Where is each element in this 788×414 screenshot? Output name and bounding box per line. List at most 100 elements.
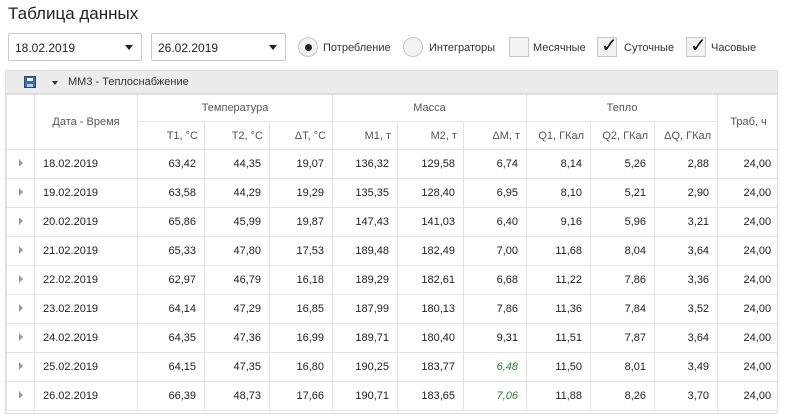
dropdown-arrow-icon[interactable] xyxy=(52,81,58,85)
integrators-label[interactable]: Интеграторы xyxy=(429,42,496,54)
value-cell: 2,88 xyxy=(654,149,719,179)
value-cell: 65,86 xyxy=(137,207,205,237)
consumption-radio[interactable] xyxy=(298,37,318,57)
value-cell: 66,39 xyxy=(137,381,205,411)
date-to-value: 26.02.2019 xyxy=(158,41,219,55)
date-cell: 26.02.2019 xyxy=(34,381,138,411)
value-cell: 141,03 xyxy=(397,207,465,237)
row-expander[interactable] xyxy=(6,265,35,295)
row-expander[interactable] xyxy=(6,207,35,237)
date-cell: 19.02.2019 xyxy=(34,178,138,208)
consumption-label[interactable]: Потребление xyxy=(323,42,391,54)
row-expander[interactable] xyxy=(6,178,35,208)
date-to-select[interactable]: 26.02.2019 xyxy=(151,33,286,61)
value-cell: 47,80 xyxy=(204,236,270,266)
value-cell: 11,22 xyxy=(526,265,592,295)
value-cell: 3,64 xyxy=(654,236,719,266)
integrators-radio[interactable] xyxy=(403,37,423,57)
value-cell: 24,00 xyxy=(717,352,777,382)
monthly-label[interactable]: Месячные xyxy=(533,42,586,54)
value-cell: 17,53 xyxy=(268,236,334,266)
value-cell: 24,00 xyxy=(717,323,777,353)
row-expander[interactable] xyxy=(6,149,35,179)
table-row[interactable]: 20.02.2019 65,86 45,99 19,87 147,43 141,03 6,4… xyxy=(6,207,777,237)
date-time-header[interactable]: Дата - Время xyxy=(34,94,138,150)
value-cell: 7,06 xyxy=(463,381,528,411)
row-expander[interactable] xyxy=(6,294,35,324)
table-body: 18.02.2019 63,42 44,35 19,07 136,32 129,58 6,7… xyxy=(6,149,777,411)
value-cell: 8,26 xyxy=(590,381,656,411)
dq-header[interactable]: ΔQ, ГКал xyxy=(654,121,719,150)
dm-header[interactable]: ΔM, т xyxy=(463,121,528,150)
value-cell: 62,97 xyxy=(137,265,205,295)
value-cell: 47,29 xyxy=(204,294,270,324)
value-cell: 3,70 xyxy=(654,381,719,411)
expand-arrow-icon xyxy=(18,333,23,341)
value-cell: 8,10 xyxy=(526,178,592,208)
expand-arrow-icon xyxy=(18,275,23,283)
t2-header[interactable]: T2, °C xyxy=(204,121,270,150)
save-icon[interactable] xyxy=(24,76,36,88)
temperature-group-header: Температура xyxy=(136,94,334,122)
table-row[interactable]: 19.02.2019 63,58 44,29 19,29 135,35 128,40 6,9… xyxy=(6,178,777,208)
date-cell: 25.02.2019 xyxy=(34,352,138,382)
expand-arrow-icon xyxy=(18,217,23,225)
value-cell: 7,86 xyxy=(463,294,528,324)
value-cell: 24,00 xyxy=(717,149,777,179)
table-row[interactable]: 22.02.2019 62,97 46,79 16,18 189,29 182,61 6,6… xyxy=(6,265,777,295)
dt-header[interactable]: ΔT, °C xyxy=(268,121,334,150)
chevron-down-icon xyxy=(125,45,133,50)
value-cell: 182,49 xyxy=(397,236,465,266)
value-cell: 3,49 xyxy=(654,352,719,382)
daily-label[interactable]: Суточные xyxy=(624,42,675,54)
table-row[interactable]: 23.02.2019 64,14 47,29 16,85 187,99 180,13 7,8… xyxy=(6,294,777,324)
date-cell: 24.02.2019 xyxy=(34,323,138,353)
row-expander[interactable] xyxy=(6,381,35,411)
value-cell: 2,90 xyxy=(654,178,719,208)
value-cell: 46,79 xyxy=(204,265,270,295)
expand-arrow-icon xyxy=(18,159,23,167)
value-cell: 128,40 xyxy=(397,178,465,208)
m2-header[interactable]: M2, т xyxy=(397,121,465,150)
value-cell: 7,84 xyxy=(590,294,656,324)
q1-header[interactable]: Q1, ГКал xyxy=(526,121,592,150)
row-expander[interactable] xyxy=(6,352,35,382)
value-cell: 44,29 xyxy=(204,178,270,208)
t1-header[interactable]: T1, °C xyxy=(137,121,205,150)
value-cell: 7,86 xyxy=(590,265,656,295)
monthly-checkbox[interactable] xyxy=(509,37,529,57)
table-row[interactable]: 18.02.2019 63,42 44,35 19,07 136,32 129,58 6,7… xyxy=(6,149,777,179)
value-cell: 24,00 xyxy=(717,265,777,295)
m1-header[interactable]: M1, т xyxy=(332,121,399,150)
expander-header xyxy=(6,94,35,150)
value-cell: 44,35 xyxy=(204,149,270,179)
q2-header[interactable]: Q2, ГКал xyxy=(590,121,656,150)
date-from-select[interactable]: 18.02.2019 xyxy=(8,33,142,61)
table-row[interactable]: 26.02.2019 66,39 48,73 17,66 190,71 183,65 7,0… xyxy=(6,381,777,411)
table-row[interactable]: 21.02.2019 65,33 47,80 17,53 189,48 182,49 7,0… xyxy=(6,236,777,266)
value-cell: 190,25 xyxy=(332,352,399,382)
value-cell: 16,99 xyxy=(268,323,334,353)
checkmark-icon: ✓ xyxy=(601,33,618,57)
value-cell: 6,48 xyxy=(463,352,528,382)
value-cell: 24,00 xyxy=(717,207,777,237)
hourly-label[interactable]: Часовые xyxy=(711,42,757,54)
value-cell: 6,40 xyxy=(463,207,528,237)
table-row[interactable]: 24.02.2019 64,35 47,36 16,99 189,71 180,40 9,3… xyxy=(6,323,777,353)
hourly-checkbox[interactable]: ✓ xyxy=(686,35,707,57)
value-cell: 8,04 xyxy=(590,236,656,266)
value-cell: 9,31 xyxy=(463,323,528,353)
page-title: Таблица данных xyxy=(8,4,139,23)
row-expander[interactable] xyxy=(6,236,35,266)
value-cell: 47,36 xyxy=(204,323,270,353)
value-cell: 190,71 xyxy=(332,381,399,411)
value-cell: 47,35 xyxy=(204,352,270,382)
value-cell: 11,50 xyxy=(526,352,592,382)
table-row[interactable]: 25.02.2019 64,15 47,35 16,80 190,25 183,77 6,4… xyxy=(6,352,777,382)
value-cell: 9,16 xyxy=(526,207,592,237)
value-cell: 24,00 xyxy=(717,178,777,208)
value-cell: 24,00 xyxy=(717,236,777,266)
row-expander[interactable] xyxy=(6,323,35,353)
work-time-header[interactable]: Траб, ч xyxy=(717,94,777,150)
daily-checkbox[interactable]: ✓ xyxy=(597,33,618,57)
